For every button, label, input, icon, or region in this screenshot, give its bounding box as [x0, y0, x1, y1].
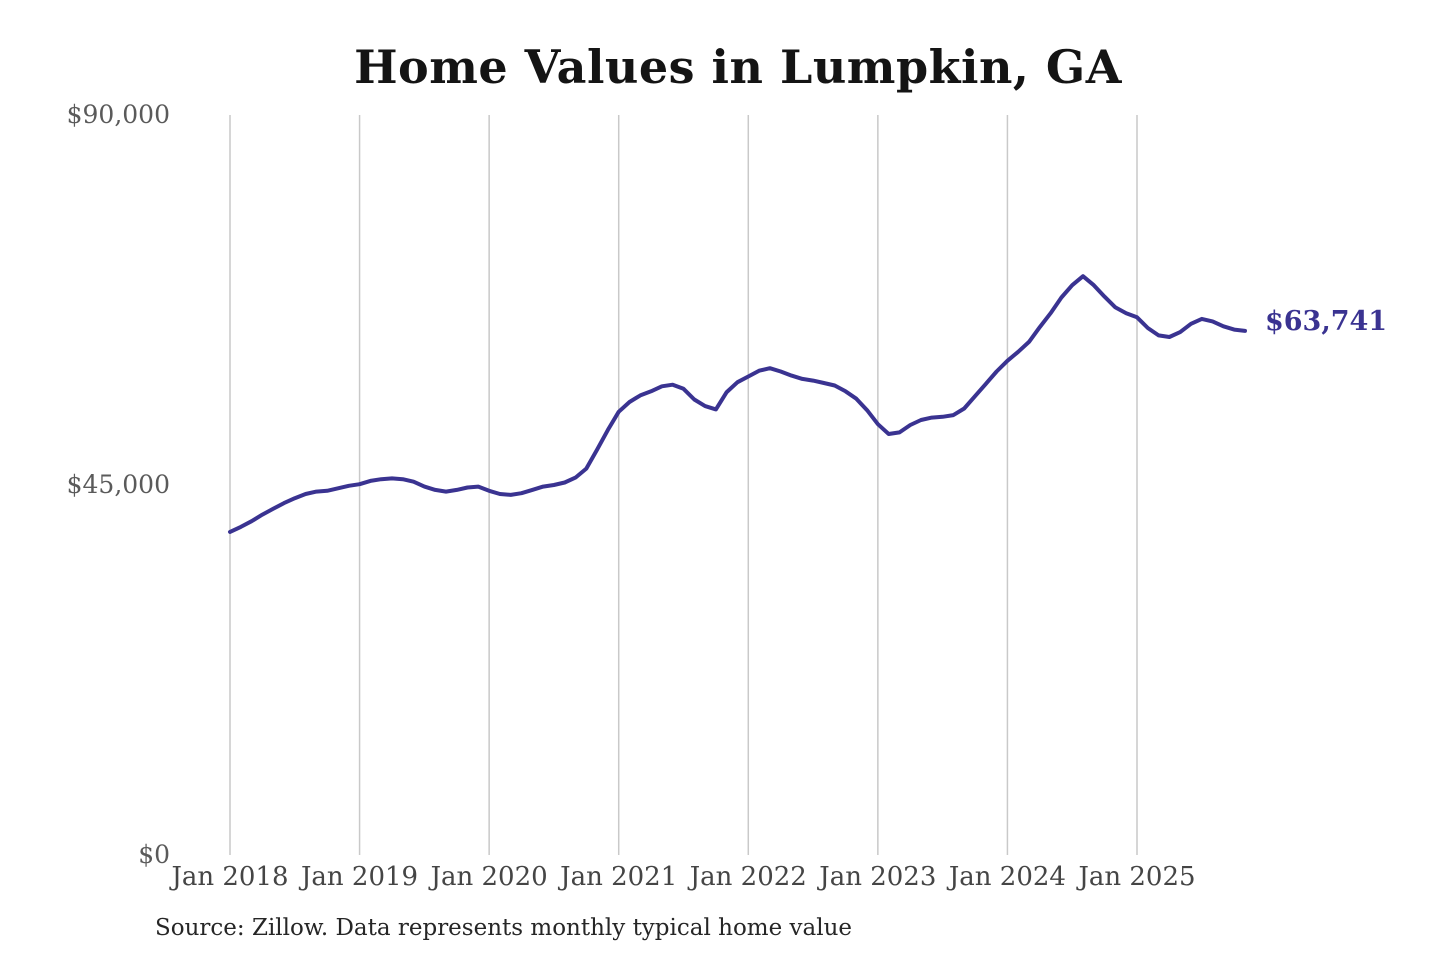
- home-value-line-series: [228, 274, 1247, 534]
- source-note: Source: Zillow. Data represents monthly …: [155, 915, 853, 941]
- x-tick-label: Jan 2023: [819, 862, 937, 892]
- y-tick-label: $0: [138, 840, 170, 869]
- x-tick-label: Jan 2018: [171, 862, 289, 892]
- x-tick-label: Jan 2021: [560, 862, 678, 892]
- y-tick-label: $45,000: [66, 470, 170, 499]
- x-tick-label: Jan 2025: [1078, 862, 1196, 892]
- x-tick-label: Jan 2024: [948, 862, 1066, 892]
- x-tick-label: Jan 2019: [301, 862, 419, 892]
- chart-title: Home Values in Lumpkin, GA: [354, 40, 1122, 94]
- latest-value-label: $63,741: [1264, 305, 1388, 337]
- x-tick-label: Jan 2020: [430, 862, 548, 892]
- x-tick-label: Jan 2022: [689, 862, 807, 892]
- y-tick-label: $90,000: [66, 100, 170, 129]
